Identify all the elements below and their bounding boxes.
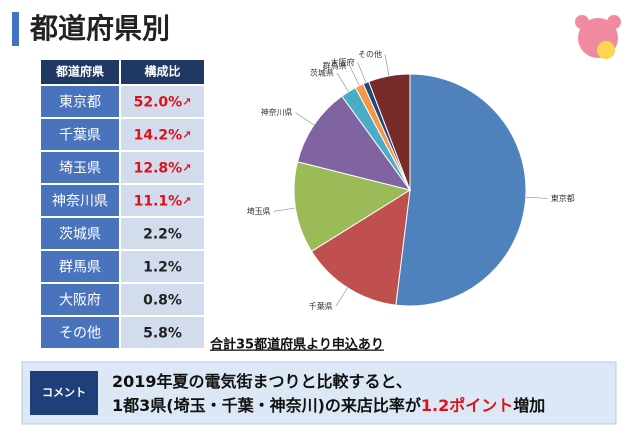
comment-segment: 1都3県(埼玉・千葉・神奈川)の来店比率が bbox=[112, 396, 421, 415]
comment-segment: 1.2ポイント bbox=[421, 396, 513, 415]
table-value: 1.2% bbox=[143, 260, 182, 276]
table-value: 11.1%↗ bbox=[134, 194, 192, 210]
table-cell bbox=[121, 251, 204, 282]
table-value-text: 52.0% bbox=[134, 95, 183, 111]
pie-slice bbox=[310, 189, 411, 306]
table-value-text: 5.8% bbox=[143, 326, 182, 342]
logo bbox=[575, 15, 621, 59]
table-category: 千葉県 bbox=[59, 128, 101, 144]
pie-slice bbox=[296, 95, 412, 191]
pie-slice bbox=[368, 73, 411, 191]
slice-label: 東京都 bbox=[551, 193, 575, 203]
table-value: 52.0%↗ bbox=[134, 95, 192, 111]
table-cell bbox=[41, 317, 119, 348]
leader-line bbox=[357, 62, 367, 83]
table-value-text: 11.1% bbox=[134, 194, 183, 210]
comment-label: コメント bbox=[42, 386, 86, 399]
slice-label: 神奈川県 bbox=[261, 107, 293, 117]
note: 合計35都道府県より申込あり bbox=[210, 337, 384, 353]
table-cell bbox=[121, 152, 204, 183]
table-cell bbox=[121, 284, 204, 315]
table-category: 東京都 bbox=[59, 95, 101, 111]
comment-label-box bbox=[30, 371, 98, 415]
table-category: 神奈川県 bbox=[52, 194, 108, 210]
table-header-cell bbox=[121, 60, 204, 84]
table-value-text: 14.2% bbox=[134, 128, 183, 144]
table-cell bbox=[121, 119, 204, 150]
table-cell bbox=[41, 185, 119, 216]
leader-line bbox=[525, 196, 548, 199]
table-value: 5.8% bbox=[143, 326, 182, 342]
title-bar bbox=[12, 12, 19, 46]
leader-line bbox=[273, 207, 296, 212]
table-cell bbox=[41, 251, 119, 282]
table-category: その他 bbox=[59, 326, 101, 342]
comment-segment: 増加 bbox=[513, 396, 545, 415]
table-value: 14.2%↗ bbox=[134, 128, 192, 144]
table-cell bbox=[41, 218, 119, 249]
table-value: 0.8% bbox=[143, 293, 182, 309]
slice-label: 大阪府 bbox=[331, 57, 355, 67]
table-value: 12.8%↗ bbox=[134, 161, 192, 177]
slice-label: その他 bbox=[358, 49, 382, 59]
table-header-text: 都道府県 bbox=[55, 64, 104, 79]
table-category: 大阪府 bbox=[59, 293, 101, 309]
pie-slice bbox=[293, 161, 412, 253]
table-header-cell bbox=[41, 60, 119, 84]
table-cell bbox=[121, 86, 204, 117]
slice-label: 千葉県 bbox=[309, 301, 333, 311]
trend-arrow: ↗ bbox=[182, 162, 191, 175]
pie-slice bbox=[395, 73, 527, 307]
slice-label: 群馬県 bbox=[323, 60, 347, 70]
table-header-text: 構成比 bbox=[144, 64, 180, 79]
table-cell bbox=[41, 119, 119, 150]
leader-line bbox=[384, 54, 390, 76]
table-cell bbox=[121, 317, 204, 348]
comment-line: 2019年夏の電気街まつりと比較すると、 bbox=[112, 372, 412, 391]
leader-line bbox=[335, 287, 348, 307]
comment-line: 1都3県(埼玉・千葉・神奈川)の来店比率が1.2ポイント増加 bbox=[112, 396, 545, 415]
trend-arrow: ↗ bbox=[182, 195, 191, 208]
table-value-text: 0.8% bbox=[143, 293, 182, 309]
table-category: 埼玉県 bbox=[59, 161, 101, 177]
table-category: 茨城県 bbox=[59, 227, 101, 243]
table-cell bbox=[41, 284, 119, 315]
leader-line bbox=[336, 72, 349, 92]
slice-label: 茨城県 bbox=[310, 67, 334, 77]
table-value: 2.2% bbox=[143, 227, 182, 243]
leader-line bbox=[349, 65, 360, 86]
trend-arrow: ↗ bbox=[182, 96, 191, 109]
table-value-text: 1.2% bbox=[143, 260, 182, 276]
table-cell bbox=[121, 185, 204, 216]
slice-label: 埼玉県 bbox=[247, 206, 271, 216]
table-value-text: 12.8% bbox=[134, 161, 183, 177]
trend-arrow: ↗ bbox=[182, 129, 191, 142]
table-cell bbox=[41, 86, 119, 117]
title: 都道府県別 bbox=[29, 12, 170, 45]
table-cell bbox=[121, 218, 204, 249]
comment-box bbox=[21, 361, 617, 425]
table-category: 群馬県 bbox=[59, 260, 101, 276]
table-value-text: 2.2% bbox=[143, 227, 182, 243]
table-cell bbox=[41, 152, 119, 183]
comment-segment: 2019年夏の電気街まつりと比較すると、 bbox=[112, 372, 412, 391]
leader-line bbox=[295, 112, 315, 126]
